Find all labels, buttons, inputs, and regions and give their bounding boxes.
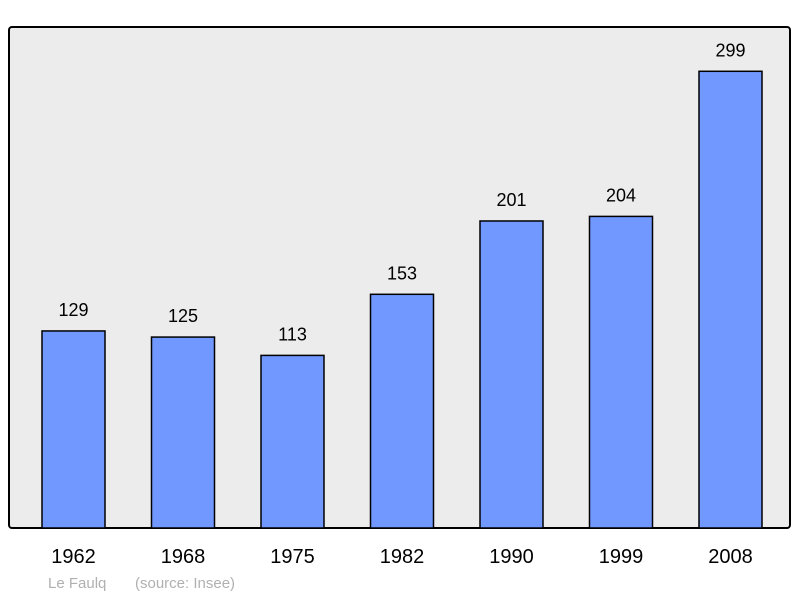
data-label-1982: 153 xyxy=(387,263,417,283)
x-tick-label: 1968 xyxy=(161,546,206,568)
bar-1968 xyxy=(150,336,216,529)
data-label-1990: 201 xyxy=(496,190,526,210)
bar-1982 xyxy=(369,293,435,529)
x-tick-label: 1975 xyxy=(270,546,315,568)
bar-2008 xyxy=(698,70,763,529)
x-tick-label: 1990 xyxy=(489,546,534,568)
data-label-1999: 204 xyxy=(606,185,636,205)
data-label-1975: 113 xyxy=(278,324,307,344)
bar-1990 xyxy=(479,220,544,529)
x-tick-label: 1982 xyxy=(380,546,425,568)
data-label-2008: 299 xyxy=(715,40,745,60)
bar-1962 xyxy=(41,330,106,529)
x-tick-label: 1999 xyxy=(599,546,644,568)
x-tick-label: 1962 xyxy=(51,546,96,568)
bar-1975 xyxy=(260,354,325,529)
x-tick-label: 2008 xyxy=(708,546,753,568)
footer-place: Le Faulq xyxy=(48,575,107,592)
data-label-1968: 125 xyxy=(168,306,198,326)
footer-source: (source: Insee) xyxy=(135,575,236,592)
data-label-1962: 129 xyxy=(58,300,88,320)
bar-1999 xyxy=(588,215,654,529)
